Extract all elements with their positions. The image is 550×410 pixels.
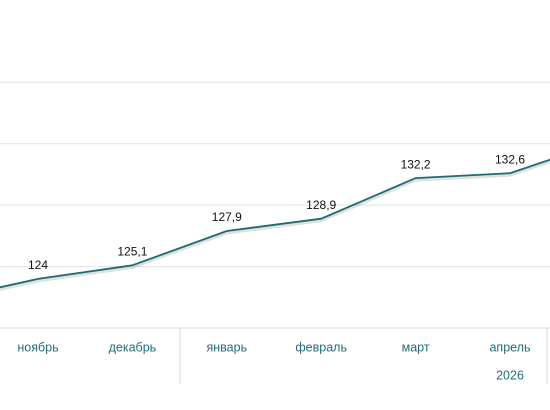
- value-label: 132,6: [495, 152, 525, 166]
- year-label: 2026: [496, 368, 524, 382]
- value-label: 125,1: [117, 245, 147, 259]
- x-tick-label: март: [402, 340, 430, 354]
- value-label: 128,9: [306, 198, 336, 212]
- x-tick-label: декабрь: [109, 340, 157, 354]
- line: [0, 158, 550, 289]
- line-shadow: [0, 159, 550, 291]
- x-tick-label: январь: [207, 340, 248, 354]
- x-tick-label: апрель: [489, 340, 530, 354]
- value-label: 127,9: [212, 210, 242, 224]
- x-tick-label: ноябрь: [17, 340, 58, 354]
- value-label: 124: [28, 258, 48, 272]
- x-tick-label: февраль: [295, 340, 347, 354]
- value-label: 132,2: [401, 157, 431, 171]
